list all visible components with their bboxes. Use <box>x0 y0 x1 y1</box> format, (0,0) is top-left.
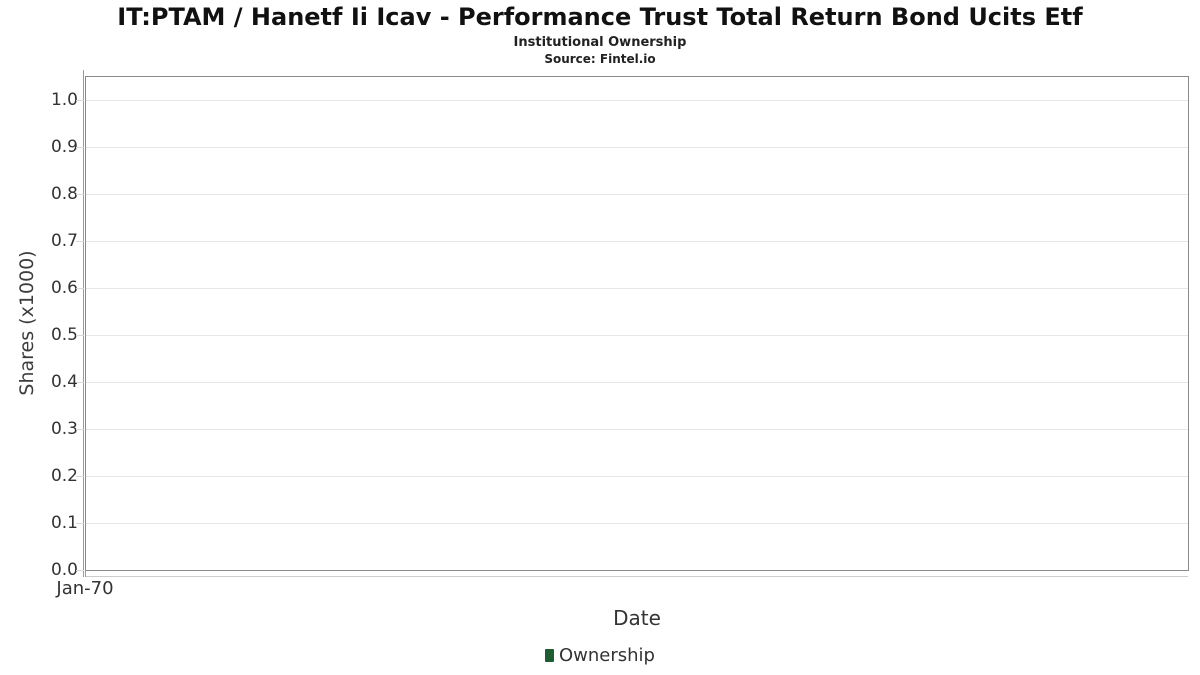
y-tick-mark <box>76 335 84 336</box>
gridline <box>86 523 1188 524</box>
y-tick-label: 0.7 <box>50 231 78 251</box>
x-tick-label: Jan-70 <box>56 578 114 599</box>
y-tick-label: 0.8 <box>50 184 78 204</box>
gridline <box>86 429 1188 430</box>
x-axis-title: Date <box>613 606 661 630</box>
legend-label: Ownership <box>559 645 655 666</box>
y-tick-label: 0.4 <box>50 372 78 392</box>
y-tick-mark <box>76 100 84 101</box>
legend-item-ownership[interactable]: Ownership <box>545 645 655 666</box>
gridline <box>86 100 1188 101</box>
y-tick-mark <box>76 194 84 195</box>
gridline <box>86 476 1188 477</box>
y-tick-label: 0.2 <box>50 466 78 486</box>
y-tick-mark <box>76 241 84 242</box>
chart-subtitle: Institutional Ownership <box>513 35 687 50</box>
y-tick-label: 1.0 <box>50 90 78 110</box>
y-tick-label: 0.3 <box>50 419 78 439</box>
y-tick-label: 0.6 <box>50 278 78 298</box>
y-tick-label: 0.9 <box>50 137 78 157</box>
x-axis-line <box>85 576 1188 577</box>
y-tick-mark <box>76 476 84 477</box>
chart-title: IT:PTAM / Hanetf Ii Icav - Performance T… <box>117 3 1083 31</box>
gridline <box>86 288 1188 289</box>
y-tick-label: 0.0 <box>50 560 78 580</box>
y-tick-mark <box>76 429 84 430</box>
y-tick-mark <box>76 288 84 289</box>
y-tick-label: 0.5 <box>50 325 78 345</box>
y-tick-mark <box>76 570 84 571</box>
y-tick-mark <box>76 147 84 148</box>
y-tick-mark <box>76 523 84 524</box>
gridline <box>86 147 1188 148</box>
y-tick-mark <box>76 382 84 383</box>
y-axis-line <box>83 70 84 577</box>
x-axis-tick <box>85 570 86 577</box>
y-tick-label: 0.1 <box>50 513 78 533</box>
plot-area <box>85 76 1189 571</box>
gridline <box>86 241 1188 242</box>
gridline <box>86 382 1188 383</box>
chart-source: Source: Fintel.io <box>544 52 656 66</box>
legend-marker-icon <box>545 649 554 662</box>
gridline <box>86 335 1188 336</box>
gridline <box>86 194 1188 195</box>
